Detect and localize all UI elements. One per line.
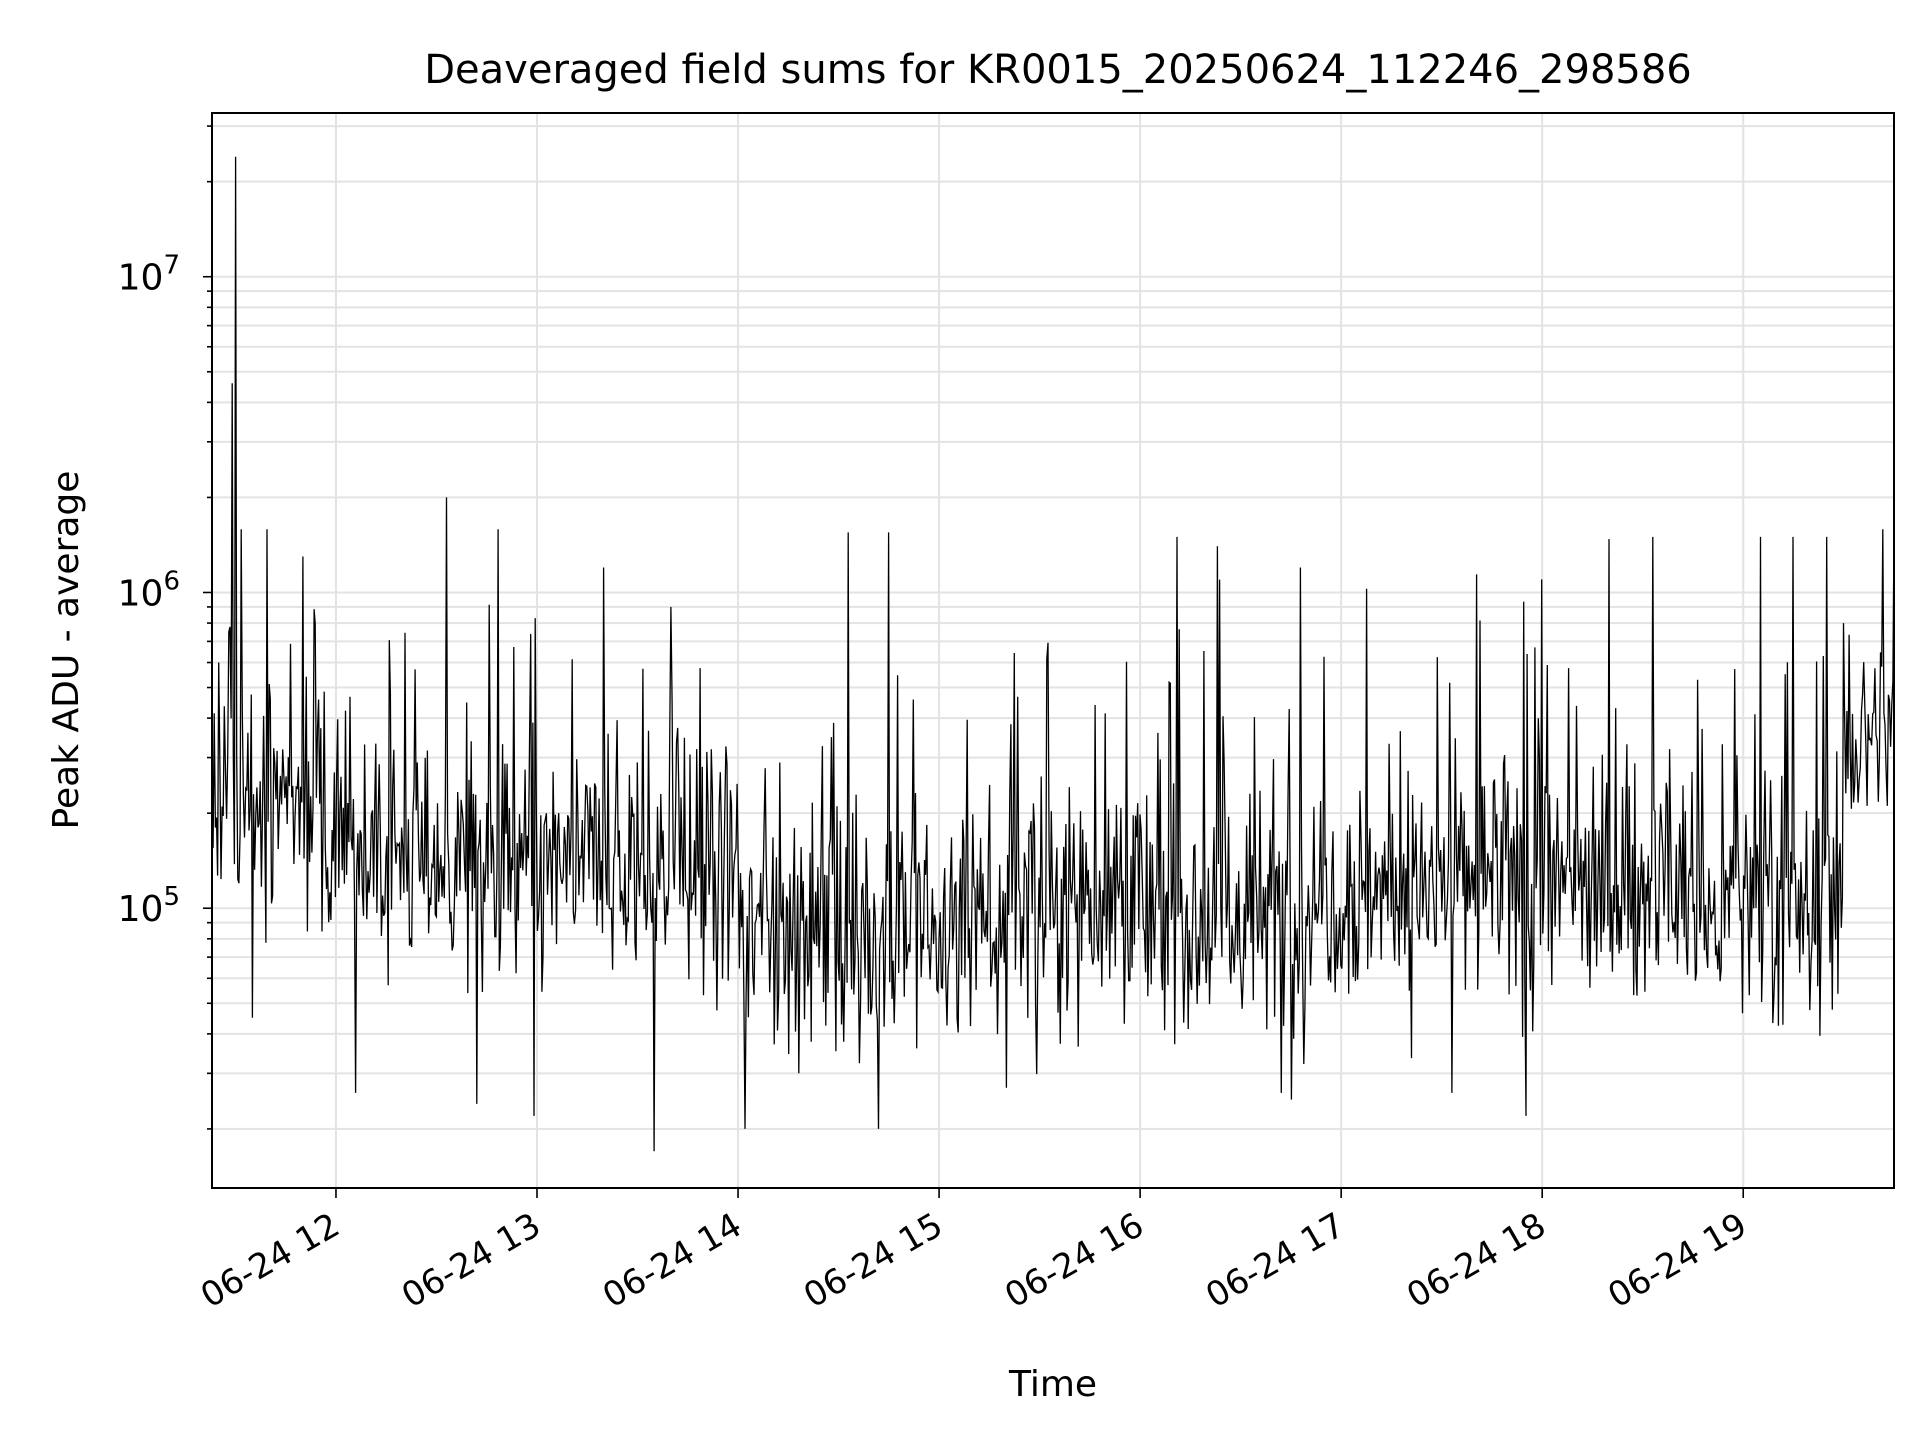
- y-tick-label: 106: [118, 566, 180, 614]
- y-axis: 105 106 107: [118, 125, 212, 1130]
- y-axis-label: Peak ADU - average: [46, 471, 87, 830]
- y-tick-label: 107: [118, 251, 180, 299]
- series-line: [211, 156, 1895, 1152]
- grid: [212, 113, 1894, 1188]
- x-axis-label: Time: [1008, 1364, 1097, 1405]
- y-tick-label: 105: [118, 882, 180, 930]
- series-layer: [211, 156, 1895, 1152]
- plot-frame: [211, 112, 1895, 1189]
- chart-title: Deaveraged field sums for KR0015_2025062…: [424, 47, 1692, 93]
